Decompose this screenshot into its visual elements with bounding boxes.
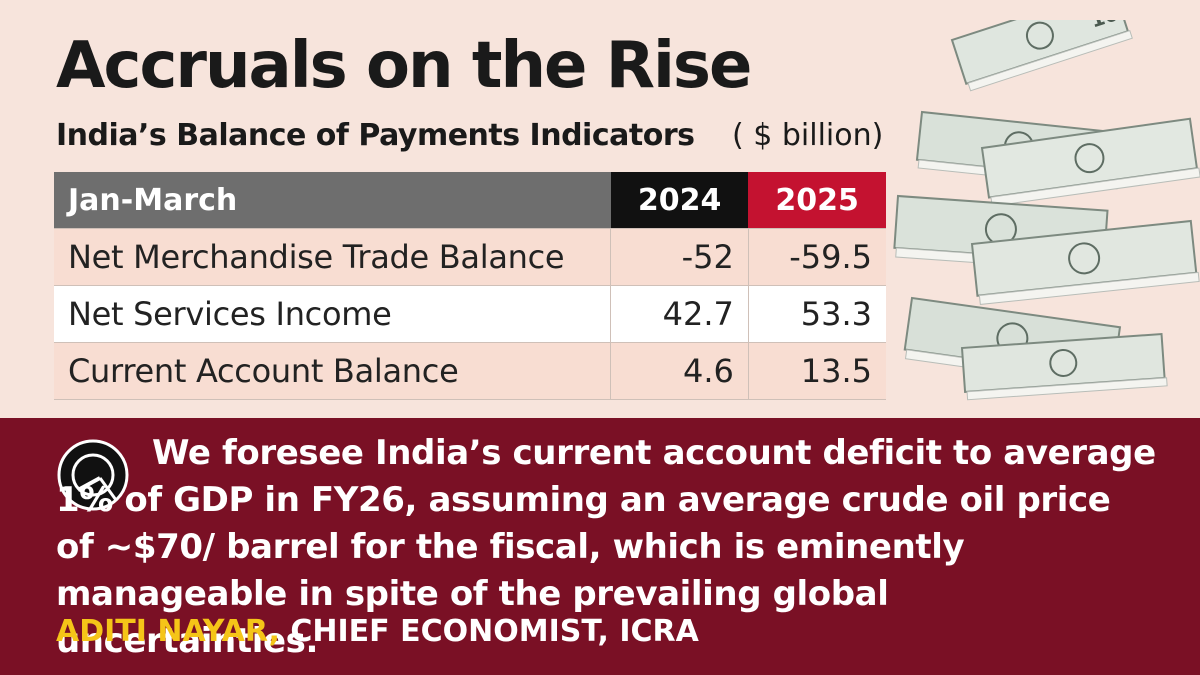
header-2024: 2024	[610, 172, 749, 229]
unit-label: ( $ billion)	[732, 118, 884, 153]
row-label: Net Services Income	[54, 285, 611, 343]
row-label: Current Account Balance	[54, 342, 611, 400]
bop-table: Jan-March 2024 2025 Net Merchandise Trad…	[54, 172, 886, 400]
header-jan-march: Jan-March	[54, 172, 611, 229]
quote-body: We foresee India’s current account defic…	[56, 433, 1156, 661]
table-row: Net Merchandise Trade Balance -52 -59.5	[54, 228, 886, 286]
page-title: Accruals on the Rise	[56, 29, 752, 103]
table-row: Net Services Income 42.7 53.3	[54, 285, 886, 343]
quote-text: We foresee India’s current account defic…	[56, 430, 1156, 665]
row-label: Net Merchandise Trade Balance	[54, 228, 611, 286]
header-2025: 2025	[748, 172, 886, 229]
cell-2024: 42.7	[610, 285, 749, 343]
quote-attribution: ADITI NAYAR, CHIEF ECONOMIST, ICRA	[56, 614, 699, 649]
cell-2025: 53.3	[747, 285, 886, 343]
author-name: ADITI NAYAR,	[56, 614, 280, 649]
banknote-bundle: 100	[893, 20, 1200, 401]
quote-band	[0, 418, 1200, 675]
page-subtitle: India’s Balance of Payments Indicators	[56, 118, 695, 153]
author-role: CHIEF ECONOMIST, ICRA	[290, 614, 699, 649]
cell-2025: -59.5	[747, 228, 886, 286]
cell-2025: 13.5	[747, 342, 886, 400]
icra-logo-icon	[57, 439, 129, 511]
table-header-row: Jan-March 2024 2025	[54, 172, 886, 229]
table-row: Current Account Balance 4.6 13.5	[54, 342, 886, 400]
cell-2024: -52	[610, 228, 749, 286]
cell-2024: 4.6	[610, 342, 749, 400]
currency-stack-image: 100	[893, 20, 1200, 401]
